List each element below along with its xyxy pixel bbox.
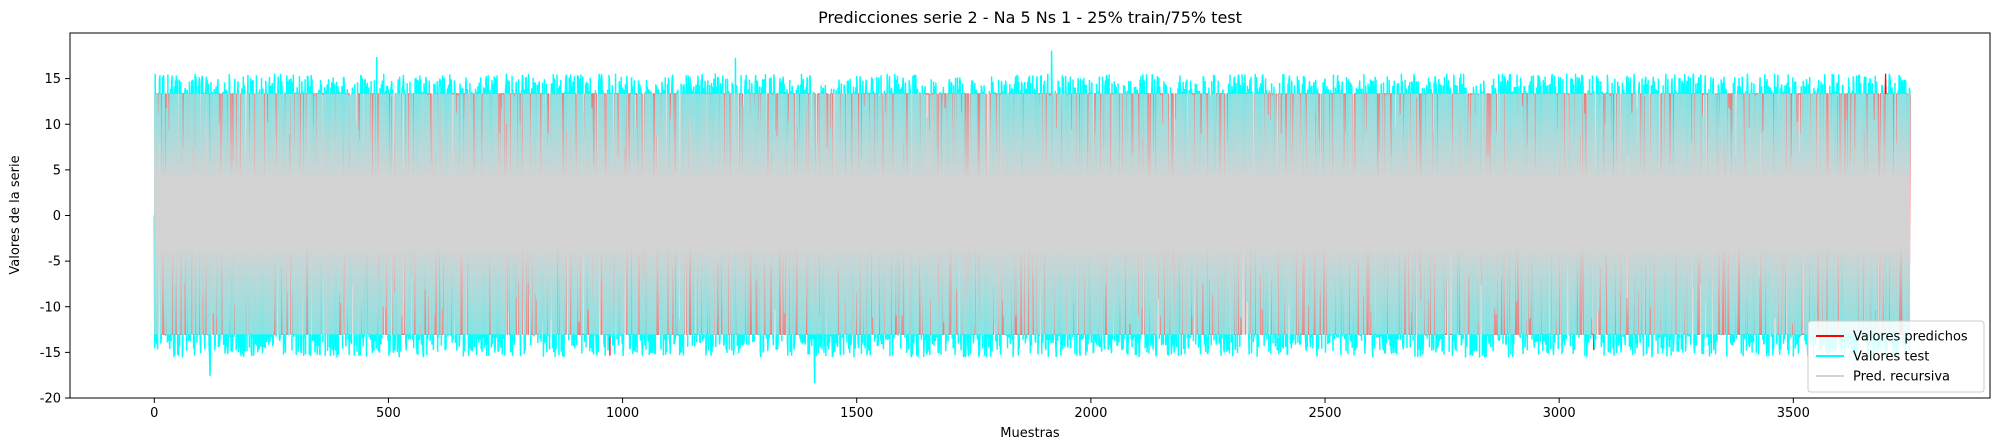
y-tick-label: 10: [44, 118, 61, 133]
x-tick-label: 1000: [606, 406, 639, 421]
y-tick-label: -10: [40, 300, 61, 315]
y-tick-label: 5: [53, 163, 61, 178]
y-tick-label: 15: [44, 72, 61, 87]
y-axis: -20 -15 -10 -5 0 5 10 15: [40, 72, 70, 407]
x-axis-label: Muestras: [1000, 426, 1060, 441]
legend-label: Valores test: [1853, 350, 1929, 365]
y-axis-label: Valores de la serie: [8, 155, 23, 274]
y-tick-label: 0: [53, 209, 61, 224]
legend-label: Valores predichos: [1853, 330, 1968, 345]
x-tick-label: 0: [150, 406, 158, 421]
y-tick-label: -20: [40, 392, 61, 407]
legend: Valores predichos Valores test Pred. recur…: [1807, 320, 1985, 393]
x-tick-label: 3000: [1543, 406, 1576, 421]
x-tick-label: 2500: [1308, 406, 1341, 421]
legend-label: Pred. recursiva: [1853, 370, 1950, 385]
y-tick-label: -15: [40, 346, 61, 361]
legend-box: [1807, 320, 1985, 393]
chart-title: Predicciones serie 2 - Na 5 Ns 1 - 25% t…: [818, 8, 1242, 27]
x-tick-label: 2000: [1074, 406, 1107, 421]
x-tick-label: 500: [376, 406, 401, 421]
x-tick-label: 1500: [840, 406, 873, 421]
plot-data-layer: [153, 50, 1911, 384]
x-axis: 0 500 1000 1500 2000 2500 3000 3500: [150, 398, 1810, 421]
y-tick-label: -5: [48, 255, 61, 270]
x-tick-label: 3500: [1777, 406, 1810, 421]
